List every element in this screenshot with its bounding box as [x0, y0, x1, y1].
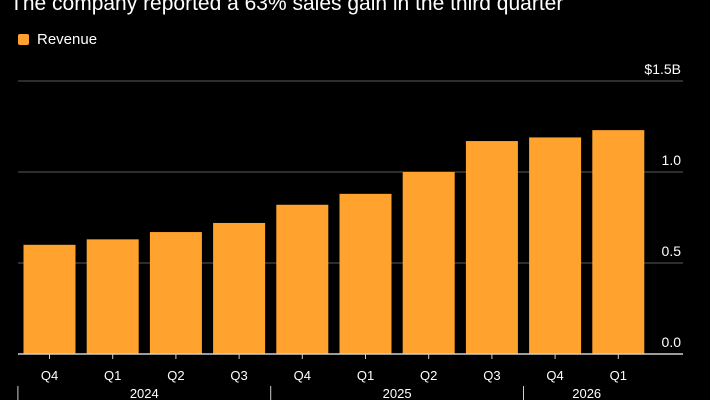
y-tick-label-1: 0.5: [662, 243, 682, 259]
legend-label-revenue: Revenue: [37, 31, 98, 48]
x-tick-label-7: Q3: [483, 368, 500, 383]
legend: Revenue: [18, 31, 97, 48]
chart-title: The company reported a 63% sales gain in…: [10, 0, 564, 15]
x-tick-label-4: Q4: [294, 368, 311, 383]
bar-7: [465, 141, 518, 354]
year-label-2025: 2025: [383, 386, 412, 400]
bar-5: [339, 193, 392, 354]
x-tick-label-8: Q4: [546, 368, 563, 383]
x-tick-label-3: Q3: [230, 368, 247, 383]
legend-swatch-revenue: [18, 34, 29, 45]
bar-2: [149, 232, 202, 354]
bar-6: [402, 172, 455, 354]
x-tick-label-5: Q1: [357, 368, 374, 383]
bar-8: [529, 137, 582, 354]
x-tick-label-1: Q1: [104, 368, 121, 383]
x-tick-label-0: Q4: [41, 368, 58, 383]
y-tick-label-3: $1.5B: [644, 61, 681, 77]
bar-4: [276, 204, 329, 354]
year-label-2026: 2026: [572, 386, 601, 400]
y-tick-label-0: 0.0: [662, 334, 682, 350]
y-tick-label-2: 1.0: [662, 152, 682, 168]
bar-3: [213, 222, 266, 354]
bar-1: [86, 239, 139, 354]
x-tick-label-6: Q2: [420, 368, 437, 383]
x-tick-label-2: Q2: [167, 368, 184, 383]
year-label-2024: 2024: [130, 386, 159, 400]
bar-0: [23, 244, 76, 354]
x-tick-label-9: Q1: [610, 368, 627, 383]
bar-9: [592, 130, 645, 354]
